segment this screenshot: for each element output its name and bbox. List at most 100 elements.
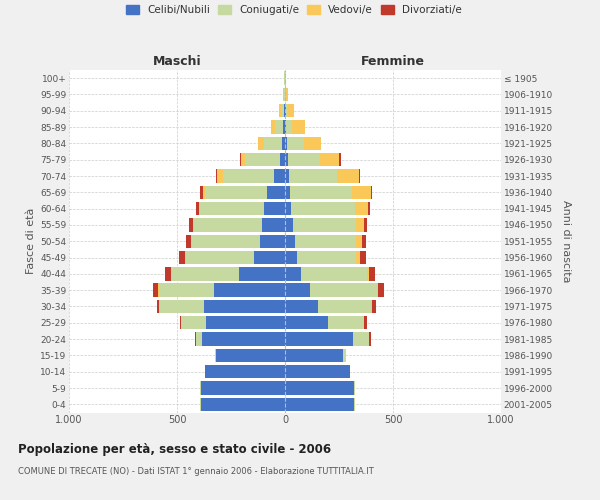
Bar [199, 202, 200, 215]
Bar [191, 234, 192, 248]
Bar [364, 218, 367, 232]
Bar [285, 300, 319, 313]
Bar [204, 300, 285, 313]
Bar [367, 267, 369, 280]
Bar [310, 284, 377, 297]
Bar [292, 202, 355, 215]
Bar [343, 348, 346, 362]
Bar [265, 202, 285, 215]
Bar [280, 153, 285, 166]
Bar [320, 153, 340, 166]
Bar [217, 170, 223, 182]
Bar [285, 153, 287, 166]
Bar [285, 332, 353, 346]
Bar [192, 234, 260, 248]
Bar [202, 332, 285, 346]
Bar [371, 300, 373, 313]
Bar [286, 104, 288, 118]
Bar [290, 186, 352, 199]
Bar [194, 218, 262, 232]
Bar [285, 267, 301, 280]
Bar [260, 234, 285, 248]
Bar [284, 104, 285, 118]
Bar [181, 316, 206, 330]
Bar [328, 316, 364, 330]
Bar [215, 348, 216, 362]
Bar [196, 332, 202, 346]
Bar [285, 120, 286, 134]
Bar [285, 202, 292, 215]
Bar [285, 218, 293, 232]
Bar [285, 398, 354, 411]
Bar [275, 120, 283, 134]
Bar [196, 202, 199, 215]
Bar [185, 251, 254, 264]
Bar [285, 316, 328, 330]
Bar [216, 348, 285, 362]
Bar [285, 136, 287, 150]
Bar [159, 300, 160, 313]
Bar [200, 186, 203, 199]
Bar [353, 332, 369, 346]
Bar [189, 218, 193, 232]
Bar [201, 382, 285, 394]
Y-axis label: Anni di nascita: Anni di nascita [562, 200, 571, 282]
Bar [205, 186, 266, 199]
Bar [352, 186, 371, 199]
Bar [160, 300, 204, 313]
Text: Popolazione per età, sesso e stato civile - 2006: Popolazione per età, sesso e stato civil… [18, 442, 331, 456]
Bar [370, 332, 371, 346]
Bar [359, 170, 360, 182]
Bar [319, 300, 371, 313]
Bar [292, 120, 305, 134]
Bar [295, 234, 356, 248]
Bar [205, 365, 285, 378]
Bar [241, 153, 245, 166]
Bar [206, 316, 285, 330]
Bar [185, 234, 191, 248]
Legend: Celibi/Nubili, Coniugati/e, Vedovi/e, Divorziati/e: Celibi/Nubili, Coniugati/e, Vedovi/e, Di… [126, 5, 462, 15]
Y-axis label: Fasce di età: Fasce di età [26, 208, 36, 274]
Bar [283, 88, 284, 101]
Bar [285, 186, 290, 199]
Bar [285, 284, 310, 297]
Bar [200, 202, 265, 215]
Bar [364, 316, 367, 330]
Bar [259, 136, 265, 150]
Bar [254, 251, 285, 264]
Bar [285, 365, 350, 378]
Bar [289, 170, 337, 182]
Bar [304, 136, 321, 150]
Bar [359, 251, 366, 264]
Bar [280, 104, 281, 118]
Bar [223, 170, 274, 182]
Bar [297, 251, 356, 264]
Bar [274, 170, 285, 182]
Bar [158, 284, 214, 297]
Bar [285, 348, 343, 362]
Bar [337, 170, 359, 182]
Bar [239, 153, 241, 166]
Bar [356, 251, 359, 264]
Bar [285, 104, 286, 118]
Bar [262, 218, 285, 232]
Bar [271, 120, 275, 134]
Bar [371, 186, 372, 199]
Bar [373, 300, 376, 313]
Text: Maschi: Maschi [152, 54, 202, 68]
Bar [203, 186, 205, 199]
Bar [378, 284, 385, 297]
Bar [362, 234, 366, 248]
Bar [266, 186, 285, 199]
Text: COMUNE DI TRECATE (NO) - Dati ISTAT 1° gennaio 2006 - Elaborazione TUTTITALIA.IT: COMUNE DI TRECATE (NO) - Dati ISTAT 1° g… [18, 468, 374, 476]
Bar [239, 267, 285, 280]
Bar [285, 234, 295, 248]
Bar [285, 251, 297, 264]
Bar [285, 382, 354, 394]
Bar [287, 136, 304, 150]
Bar [286, 88, 289, 101]
Bar [180, 316, 181, 330]
Bar [193, 218, 194, 232]
Bar [152, 284, 158, 297]
Bar [356, 218, 364, 232]
